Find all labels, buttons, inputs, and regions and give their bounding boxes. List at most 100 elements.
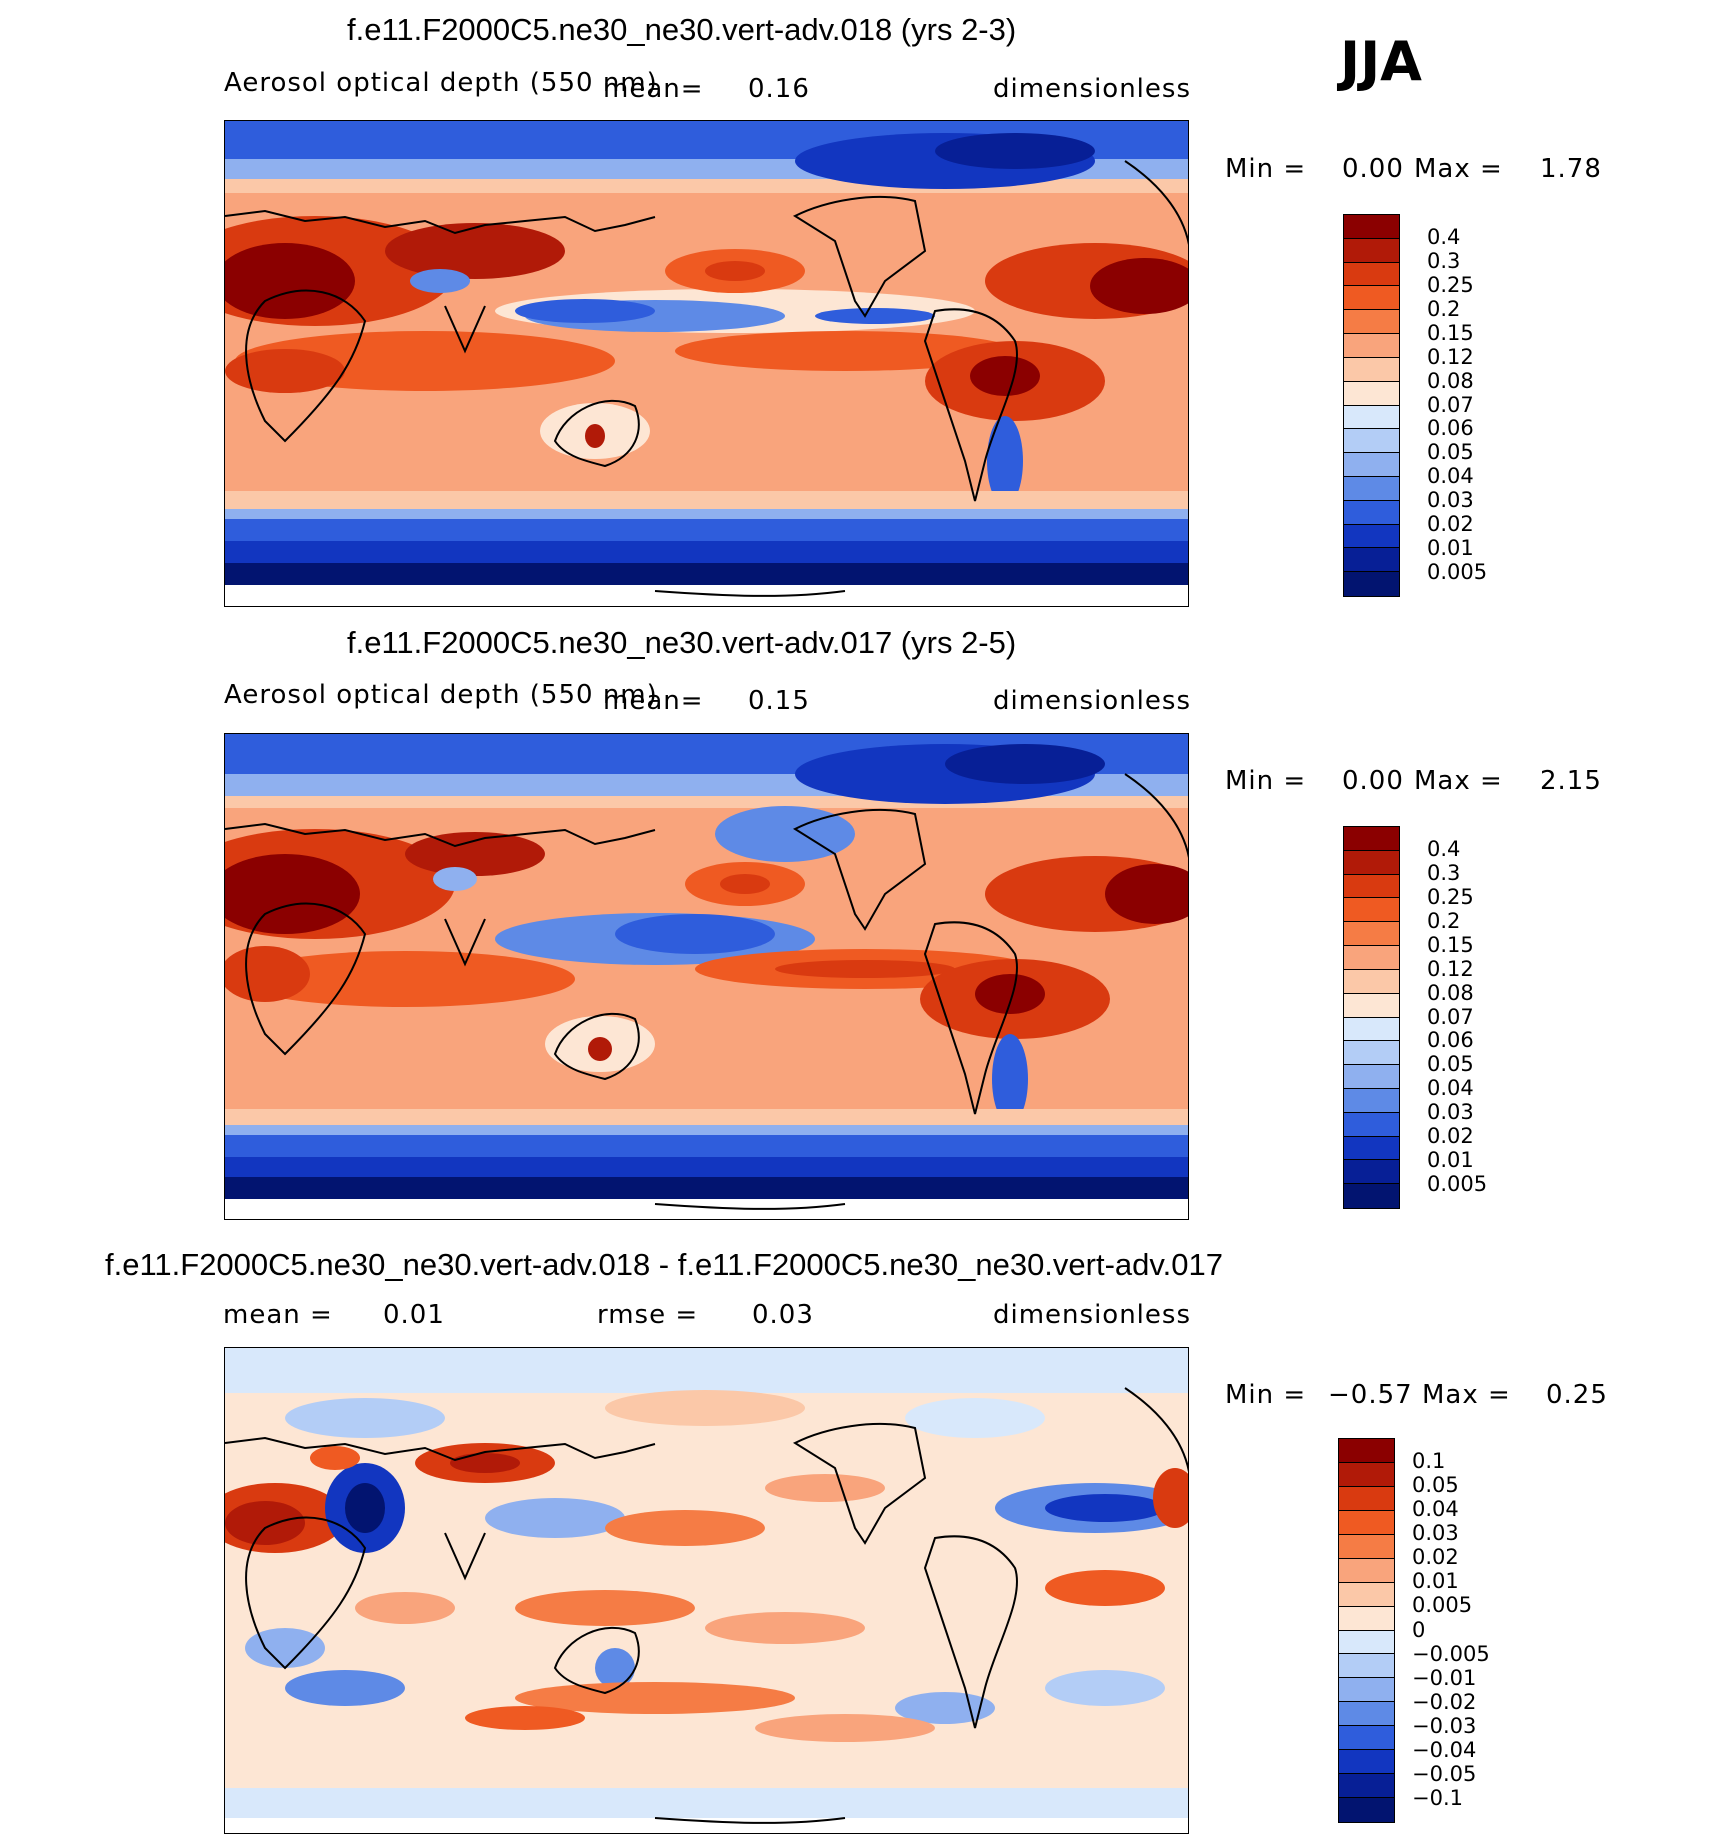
colorbar-swatch bbox=[1339, 1582, 1394, 1607]
colorbar-swatch bbox=[1344, 1184, 1399, 1208]
colorbar-tick-label: 0.01 bbox=[1427, 1148, 1474, 1173]
colorbar-swatch bbox=[1344, 993, 1399, 1018]
panel2-min-value: 0.00 bbox=[1342, 766, 1404, 796]
colorbar-tick-label: 0.005 bbox=[1427, 560, 1488, 585]
colorbar-tick-label: 0.08 bbox=[1427, 980, 1474, 1005]
colorbar-swatch bbox=[1344, 286, 1399, 311]
colorbar-swatch bbox=[1344, 1017, 1399, 1042]
colorbar-swatch bbox=[1344, 946, 1399, 970]
colorbar-tick-label: −0.005 bbox=[1412, 1641, 1490, 1666]
panel1-map-field bbox=[225, 121, 1188, 606]
colorbar-tick-label: −0.01 bbox=[1412, 1665, 1477, 1690]
panel2-map-field bbox=[225, 734, 1188, 1219]
panel3-mean-label: mean = bbox=[223, 1300, 333, 1330]
panel2-max-label: Max = bbox=[1414, 766, 1503, 796]
colorbar-swatch bbox=[1339, 1774, 1394, 1799]
colorbar-swatch bbox=[1344, 1112, 1399, 1137]
colorbar-swatch bbox=[1344, 500, 1399, 525]
colorbar-tick-label: 0.07 bbox=[1427, 392, 1474, 417]
colorbar-tick-label: 0.03 bbox=[1427, 1100, 1474, 1125]
panel1-map bbox=[224, 120, 1189, 607]
colorbar-tick-label: −0.04 bbox=[1412, 1737, 1477, 1762]
panel1-min-label: Min = bbox=[1225, 154, 1307, 184]
colorbar-swatch bbox=[1344, 922, 1399, 947]
colorbar-tick-label: 0.1 bbox=[1412, 1449, 1446, 1474]
colorbar-tick-label: 0.02 bbox=[1427, 512, 1474, 537]
panel3-max-label: Max = bbox=[1422, 1380, 1511, 1410]
panel3-map-field bbox=[225, 1348, 1188, 1833]
colorbar-swatch bbox=[1344, 572, 1399, 596]
colorbar-swatch bbox=[1344, 1088, 1399, 1113]
panel3-min-value: −0.57 bbox=[1328, 1380, 1413, 1410]
colorbar-tick-label: 0.02 bbox=[1427, 1124, 1474, 1149]
colorbar-tick-label: 0.4 bbox=[1427, 836, 1461, 861]
colorbar-swatch bbox=[1344, 238, 1399, 263]
colorbar-tick-label: 0.04 bbox=[1427, 464, 1474, 489]
panel3-units: dimensionless bbox=[993, 1300, 1191, 1330]
panel1-colorbar bbox=[1343, 214, 1400, 597]
panel3-max-value: 0.25 bbox=[1546, 1380, 1608, 1410]
colorbar-swatch bbox=[1339, 1750, 1394, 1775]
colorbar-tick-label: −0.05 bbox=[1412, 1761, 1477, 1786]
colorbar-swatch bbox=[1344, 262, 1399, 287]
colorbar-tick-label: 0.15 bbox=[1427, 932, 1474, 957]
panel2-variable: Aerosol optical depth (550 nm) bbox=[224, 680, 658, 710]
colorbar-tick-label: 0.05 bbox=[1427, 440, 1474, 465]
colorbar-tick-label: 0.04 bbox=[1427, 1076, 1474, 1101]
colorbar-tick-label: 0.3 bbox=[1427, 248, 1461, 273]
colorbar-swatch bbox=[1344, 1160, 1399, 1185]
colorbar-tick-label: −0.1 bbox=[1412, 1785, 1463, 1810]
colorbar-swatch bbox=[1339, 1798, 1394, 1822]
colorbar-tick-label: 0.06 bbox=[1427, 416, 1474, 441]
colorbar-swatch bbox=[1344, 524, 1399, 549]
colorbar-tick-label: 0.07 bbox=[1427, 1004, 1474, 1029]
colorbar-swatch bbox=[1339, 1462, 1394, 1487]
colorbar-tick-label: 0.05 bbox=[1412, 1473, 1459, 1498]
colorbar-swatch bbox=[1344, 1065, 1399, 1089]
panel2-mean-value: 0.15 bbox=[748, 686, 810, 716]
colorbar-tick-label: 0.2 bbox=[1427, 908, 1461, 933]
colorbar-tick-label: 0.12 bbox=[1427, 344, 1474, 369]
panel2-min-label: Min = bbox=[1225, 766, 1307, 796]
colorbar-swatch bbox=[1344, 969, 1399, 994]
colorbar-tick-label: 0.25 bbox=[1427, 272, 1474, 297]
colorbar-tick-label: 0.005 bbox=[1427, 1172, 1488, 1197]
colorbar-swatch bbox=[1344, 548, 1399, 573]
colorbar-swatch bbox=[1344, 476, 1399, 501]
colorbar-swatch bbox=[1339, 1510, 1394, 1535]
panel3-coastlines bbox=[225, 1387, 1188, 1824]
panel1-min-value: 0.00 bbox=[1342, 154, 1404, 184]
colorbar-swatch bbox=[1344, 898, 1399, 923]
panel3-rmse-value: 0.03 bbox=[752, 1300, 814, 1330]
colorbar-swatch bbox=[1339, 1439, 1394, 1463]
panel3-map bbox=[224, 1347, 1189, 1834]
colorbar-tick-label: 0.2 bbox=[1427, 296, 1461, 321]
colorbar-tick-label: 0.01 bbox=[1412, 1569, 1459, 1594]
colorbar-swatch bbox=[1339, 1678, 1394, 1703]
colorbar-swatch bbox=[1344, 310, 1399, 335]
colorbar-swatch bbox=[1344, 453, 1399, 477]
panel1-units: dimensionless bbox=[993, 74, 1191, 104]
colorbar-swatch bbox=[1339, 1726, 1394, 1751]
panel2-max-value: 2.15 bbox=[1540, 766, 1602, 796]
colorbar-swatch bbox=[1339, 1702, 1394, 1727]
panel2-units: dimensionless bbox=[993, 686, 1191, 716]
colorbar-swatch bbox=[1344, 381, 1399, 406]
colorbar-tick-label: 0.06 bbox=[1427, 1028, 1474, 1053]
colorbar-tick-label: 0.15 bbox=[1427, 320, 1474, 345]
panel3-title: f.e11.F2000C5.ne30_ne30.vert-adv.018 - f… bbox=[105, 1247, 1223, 1282]
colorbar-swatch bbox=[1344, 334, 1399, 358]
colorbar-swatch bbox=[1344, 1136, 1399, 1161]
season-label: JJA bbox=[1340, 30, 1422, 93]
colorbar-swatch bbox=[1344, 405, 1399, 430]
panel2-title: f.e11.F2000C5.ne30_ne30.vert-adv.017 (yr… bbox=[347, 625, 1017, 660]
colorbar-tick-label: 0.3 bbox=[1427, 860, 1461, 885]
panel2-map bbox=[224, 733, 1189, 1220]
colorbar-swatch bbox=[1339, 1558, 1394, 1583]
colorbar-tick-label: 0.005 bbox=[1412, 1593, 1473, 1618]
colorbar-tick-label: 0.01 bbox=[1427, 536, 1474, 561]
panel2-coastlines bbox=[225, 773, 1188, 1210]
panel1-title: f.e11.F2000C5.ne30_ne30.vert-adv.018 (yr… bbox=[347, 12, 1017, 47]
colorbar-tick-label: 0.12 bbox=[1427, 956, 1474, 981]
colorbar-swatch bbox=[1339, 1606, 1394, 1631]
